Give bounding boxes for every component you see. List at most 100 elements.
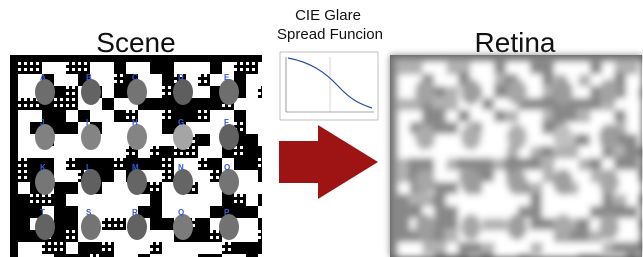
checker [204, 74, 207, 77]
checker [72, 158, 75, 161]
checker [240, 62, 243, 65]
checker [252, 68, 255, 71]
white-block [78, 194, 90, 206]
checker [84, 68, 87, 71]
checker [24, 176, 27, 179]
white-block [66, 110, 78, 122]
white-block [198, 86, 210, 98]
checker [210, 230, 213, 233]
checker [72, 230, 75, 233]
checker [54, 98, 57, 101]
checker [162, 116, 165, 119]
patch-label: J [40, 118, 44, 127]
patch-label: K [40, 163, 46, 172]
checker [126, 116, 129, 119]
checker [18, 158, 21, 161]
checker [198, 122, 201, 125]
white-block [126, 194, 150, 206]
checker [114, 74, 117, 77]
gray-patch [219, 169, 239, 195]
gray-patch [173, 79, 193, 105]
checker [126, 152, 129, 155]
checker [156, 128, 159, 131]
checker [174, 194, 177, 197]
checker [108, 242, 111, 245]
checker [18, 68, 21, 71]
checker [240, 230, 243, 233]
checker [162, 158, 165, 161]
gray-patch [35, 214, 55, 240]
white-block [246, 230, 258, 242]
checker [186, 152, 189, 155]
figure: Scene CIE Glare Spread Funcion Retina AB… [0, 0, 643, 257]
patch-label: A [40, 73, 46, 82]
checker [30, 98, 33, 101]
checker [150, 242, 153, 245]
gray-patch [81, 79, 101, 105]
white-block [198, 194, 210, 206]
checker [42, 200, 45, 203]
scene-pattern [10, 55, 282, 257]
checker [126, 146, 129, 149]
gray-patch [127, 214, 147, 240]
checker [228, 248, 231, 251]
checker [264, 164, 267, 167]
checker [66, 230, 69, 233]
checker [48, 194, 51, 197]
checker [66, 236, 69, 239]
white-block [102, 74, 114, 86]
patch-label: T [40, 208, 45, 217]
white-block [102, 194, 114, 206]
white-block [198, 146, 222, 158]
checker [138, 242, 141, 245]
white-block [258, 122, 270, 134]
checker [210, 236, 213, 239]
white-block [210, 194, 222, 206]
checker [72, 80, 75, 83]
checker [108, 248, 111, 251]
gray-patch [35, 79, 55, 105]
checker [30, 68, 33, 71]
checker [240, 200, 243, 203]
checker [240, 236, 243, 239]
checker [192, 68, 195, 71]
checker [234, 62, 237, 65]
checker [78, 62, 81, 65]
checker [102, 218, 105, 221]
checker [240, 152, 243, 155]
white-block [198, 206, 210, 218]
white-block [150, 170, 162, 182]
checker [162, 86, 165, 89]
checker [114, 80, 117, 83]
checker [234, 152, 237, 155]
checker [258, 86, 261, 89]
glare-title: Spread Funcion [277, 26, 383, 43]
checker [36, 200, 39, 203]
white-block [258, 74, 270, 86]
checker [60, 242, 63, 245]
white-block [150, 86, 162, 98]
white-block [30, 242, 42, 254]
checker [264, 92, 267, 95]
checker [72, 68, 75, 71]
checker [30, 104, 33, 107]
checker [198, 116, 201, 119]
checker [204, 116, 207, 119]
checker [72, 236, 75, 239]
gray-patch [127, 124, 147, 150]
scene-title: Scene [96, 27, 175, 58]
white-block [102, 230, 114, 242]
checker [72, 62, 75, 65]
checker [18, 104, 21, 107]
gray-patch [219, 124, 239, 150]
checker [114, 164, 117, 167]
checker [144, 248, 147, 251]
patch-label: C [132, 73, 138, 82]
checker [66, 164, 69, 167]
checker [78, 170, 81, 173]
checker [162, 176, 165, 179]
patch-label: M [132, 163, 139, 172]
white-block [18, 242, 30, 254]
checker [108, 224, 111, 227]
white-block [138, 110, 162, 122]
